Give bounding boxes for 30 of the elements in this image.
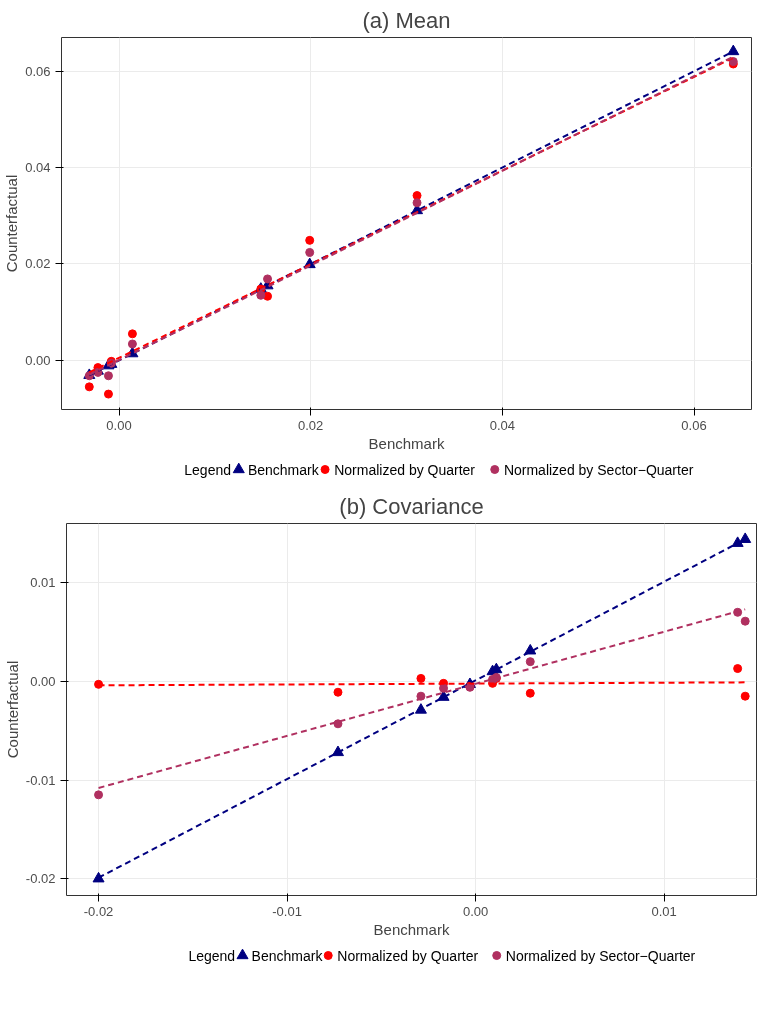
legend-label: Normalized by Sector−Quarter	[503, 461, 694, 478]
y-tick-label: 0.04	[25, 160, 51, 176]
x-tick-label: 0.00	[462, 903, 489, 919]
x-tick-label: 0.04	[489, 417, 515, 433]
y-tick-label: -0.01	[25, 772, 56, 788]
legend-title: Legend	[184, 461, 231, 478]
x-tick-label: 0.01	[651, 903, 677, 919]
y-tick-label: 0.00	[25, 352, 51, 368]
x-tick-label: 0.00	[106, 417, 132, 433]
x-tick-label: -0.02	[83, 903, 114, 919]
y-axis-title: Counterfactual	[3, 660, 21, 759]
legend-label: Benchmark	[247, 461, 320, 478]
legend-label: Normalized by Quarter	[334, 461, 476, 478]
x-axis-title: Benchmark	[368, 434, 445, 452]
x-tick-label: -0.01	[272, 903, 302, 919]
y-tick-label: 0.01	[30, 575, 56, 591]
legend-label: Benchmark	[251, 947, 324, 964]
y-tick-label: -0.02	[25, 871, 56, 887]
y-tick-label: 0.06	[25, 63, 51, 79]
legend-title: Legend	[188, 947, 236, 964]
legend-label: Normalized by Quarter	[337, 947, 479, 964]
chart-title: (a) Mean	[362, 7, 451, 33]
y-axis-title: Counterfactual	[3, 174, 21, 273]
x-axis-title: Benchmark	[373, 920, 450, 938]
x-tick-label: 0.06	[681, 417, 707, 433]
y-tick-label: 0.02	[25, 256, 51, 272]
y-tick-label: 0.00	[30, 673, 56, 689]
chart-title: (b) Covariance	[339, 493, 484, 519]
x-tick-label: 0.02	[298, 417, 324, 433]
legend-label: Normalized by Sector−Quarter	[505, 947, 696, 964]
